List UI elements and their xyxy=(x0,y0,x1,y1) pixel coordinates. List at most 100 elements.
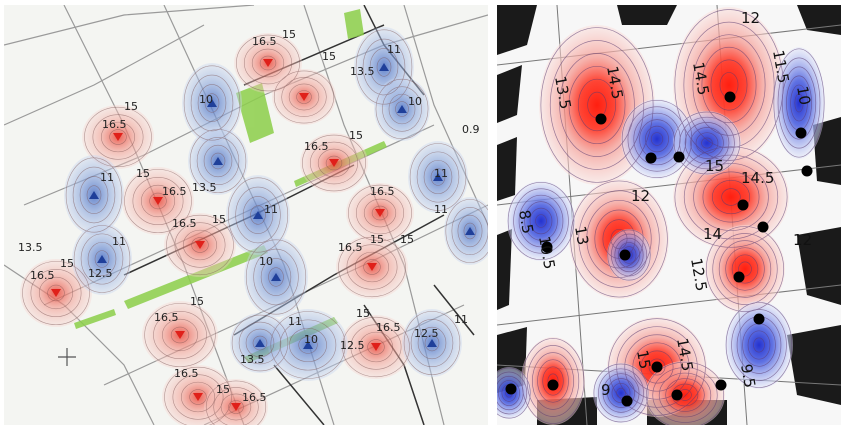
contour-ring xyxy=(781,66,817,140)
label-12-5: 12.5 xyxy=(687,257,711,293)
contour-ring xyxy=(162,318,198,352)
up-triangle-icon xyxy=(427,339,437,347)
contour-ring xyxy=(238,321,282,365)
label-16-5: 16.5 xyxy=(102,118,127,131)
contour-ring xyxy=(598,368,644,418)
contour-ring xyxy=(430,168,446,186)
contour-ring xyxy=(149,192,167,210)
contour-ring xyxy=(616,387,626,399)
label-10: 10 xyxy=(304,333,318,346)
label-12-5: 12.5 xyxy=(414,327,439,340)
contour-ring xyxy=(409,143,467,211)
contour-ring xyxy=(166,214,234,276)
label-10: 10 xyxy=(259,255,273,268)
contour-ring xyxy=(354,251,390,283)
contour-ring xyxy=(87,241,117,277)
contour-ring xyxy=(355,191,405,235)
label-14-5: 14.5 xyxy=(741,169,774,187)
contour-ring xyxy=(410,318,454,368)
contour-ring xyxy=(124,169,192,233)
right-map-canvas[interactable]: 12 11.5 13.5 14.5 14.5 15 14.5 14 12.5 1… xyxy=(497,5,841,425)
up-triangle-icon xyxy=(433,173,443,181)
dot-icon xyxy=(651,361,663,373)
contour-ring xyxy=(423,159,453,195)
label-15: 15 xyxy=(349,129,363,142)
contour-ring xyxy=(529,207,553,235)
contour-ring xyxy=(594,209,644,269)
contour-ring xyxy=(325,155,343,171)
label-12: 12 xyxy=(741,9,760,27)
contour-ring xyxy=(281,77,327,117)
contour-ring xyxy=(712,233,778,305)
low-density-area xyxy=(773,47,825,159)
contour-ring xyxy=(235,186,281,244)
contour-ring xyxy=(683,21,775,149)
dot-icon xyxy=(505,383,517,395)
label-14-5: 14.5 xyxy=(689,61,713,97)
contour-labels: 16.5 15 16.5 15 10 15 13.5 11 10 0.9 16.… xyxy=(18,28,480,404)
contour-ring xyxy=(710,59,748,111)
contour-ring xyxy=(358,331,394,363)
contour-ring xyxy=(618,242,640,268)
label-15: 15 xyxy=(190,295,204,308)
contour-ring xyxy=(109,129,127,145)
down-triangle-icon xyxy=(371,343,381,351)
contour-ring xyxy=(65,157,123,233)
contour-ring xyxy=(183,65,241,141)
contour-ring xyxy=(403,311,461,375)
contour-lines xyxy=(22,29,488,425)
contour-ring xyxy=(140,184,176,218)
contour-ring xyxy=(92,114,144,160)
contour-ring xyxy=(94,250,110,268)
label-15: 15 xyxy=(400,233,414,246)
contour-ring xyxy=(702,171,760,223)
contour-ring xyxy=(30,268,82,318)
markers xyxy=(51,59,475,411)
label-16-5: 16.5 xyxy=(304,140,329,153)
down-triangle-icon xyxy=(195,241,205,249)
down-triangle-icon xyxy=(263,59,273,67)
label-14-5: 14.5 xyxy=(603,65,627,101)
contour-ring xyxy=(586,199,652,279)
label-10: 10 xyxy=(408,95,422,108)
contour-ring xyxy=(457,214,483,248)
contour-ring xyxy=(245,239,307,315)
contour-ring xyxy=(497,375,524,411)
contour-ring xyxy=(578,190,660,288)
label-9: 9 xyxy=(601,381,611,399)
label-11-5: 11.5 xyxy=(769,49,793,85)
contour-ring xyxy=(144,303,216,367)
down-triangle-icon xyxy=(175,331,185,339)
label-15: 15 xyxy=(633,349,654,371)
contour-ring xyxy=(513,188,569,254)
label-10-5: 10.5 xyxy=(535,235,559,271)
down-triangle-icon xyxy=(231,403,241,411)
dot-icon xyxy=(733,271,745,283)
contour-ring xyxy=(725,247,765,291)
contour-ring xyxy=(753,337,765,353)
dot-icon xyxy=(547,379,559,391)
left-map-canvas[interactable]: 16.5 15 16.5 15 10 15 13.5 11 10 0.9 16.… xyxy=(4,5,488,425)
label-14: 14 xyxy=(703,225,722,243)
contour-ring xyxy=(170,326,190,344)
label-12-5: 12.5 xyxy=(340,339,365,352)
contour-ring xyxy=(191,237,209,253)
dot-icon xyxy=(801,165,813,177)
contour-ring xyxy=(627,106,687,172)
contour-ring xyxy=(309,141,359,185)
contour-ring xyxy=(674,9,784,161)
up-triangle-icon xyxy=(255,339,265,347)
contour-ring xyxy=(673,111,741,175)
contour-ring xyxy=(692,34,766,136)
contour-ring xyxy=(610,228,628,250)
contour-ring xyxy=(132,176,184,226)
label-14-5: 14.5 xyxy=(673,337,697,373)
down-triangle-icon xyxy=(367,263,377,271)
up-triangle-icon xyxy=(465,227,475,235)
contour-labels: 12 11.5 13.5 14.5 14.5 15 14.5 14 12.5 1… xyxy=(515,9,814,399)
label-11: 11 xyxy=(288,315,302,328)
contour-ring xyxy=(38,276,74,310)
down-triangle-icon xyxy=(193,393,203,401)
label-15: 15 xyxy=(212,213,226,226)
label-11: 11 xyxy=(434,167,448,180)
